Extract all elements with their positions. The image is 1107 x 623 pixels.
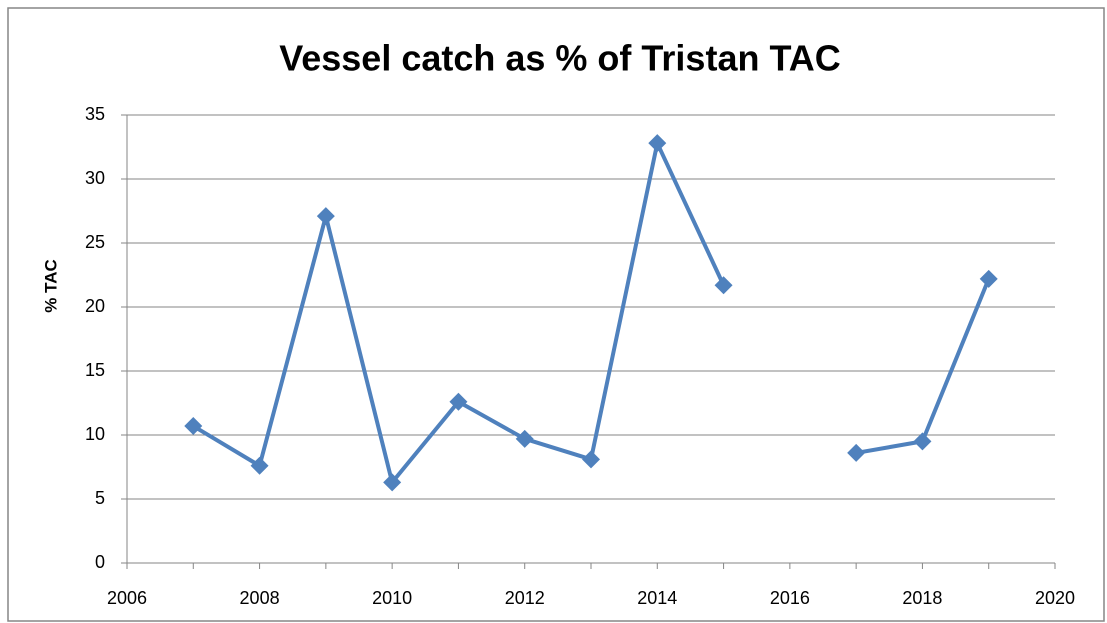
- y-tick-label: 10: [85, 424, 105, 444]
- data-point: [449, 392, 468, 411]
- x-tick-label: 2012: [505, 588, 545, 608]
- y-tick-label: 20: [85, 296, 105, 316]
- data-point: [515, 429, 534, 448]
- x-tick-label: 2016: [770, 588, 810, 608]
- y-tick-label: 15: [85, 360, 105, 380]
- x-tick-label: 2010: [372, 588, 412, 608]
- data-point: [250, 456, 269, 475]
- y-axis-label: % TAC: [41, 259, 60, 313]
- y-tick-label: 0: [95, 552, 105, 572]
- x-tick-label: 2018: [902, 588, 942, 608]
- y-tick-label: 25: [85, 232, 105, 252]
- chart-frame: [7, 7, 1105, 622]
- chart-title: Vessel catch as % of Tristan TAC: [279, 38, 841, 79]
- data-point: [714, 276, 733, 295]
- data-point: [316, 207, 335, 226]
- data-point: [383, 473, 402, 492]
- data-point: [582, 450, 600, 469]
- data-point: [913, 432, 932, 451]
- y-tick-label: 35: [85, 104, 105, 124]
- x-tick-label: 2020: [1035, 588, 1075, 608]
- x-tick-label: 2008: [240, 588, 280, 608]
- y-tick-label: 5: [95, 488, 105, 508]
- data-point: [847, 443, 866, 462]
- x-tick-label: 2006: [107, 588, 147, 608]
- data-point: [979, 269, 998, 288]
- data-point: [648, 134, 667, 153]
- y-tick-label: 30: [85, 168, 105, 188]
- x-tick-label: 2014: [637, 588, 677, 608]
- data-point: [184, 417, 203, 436]
